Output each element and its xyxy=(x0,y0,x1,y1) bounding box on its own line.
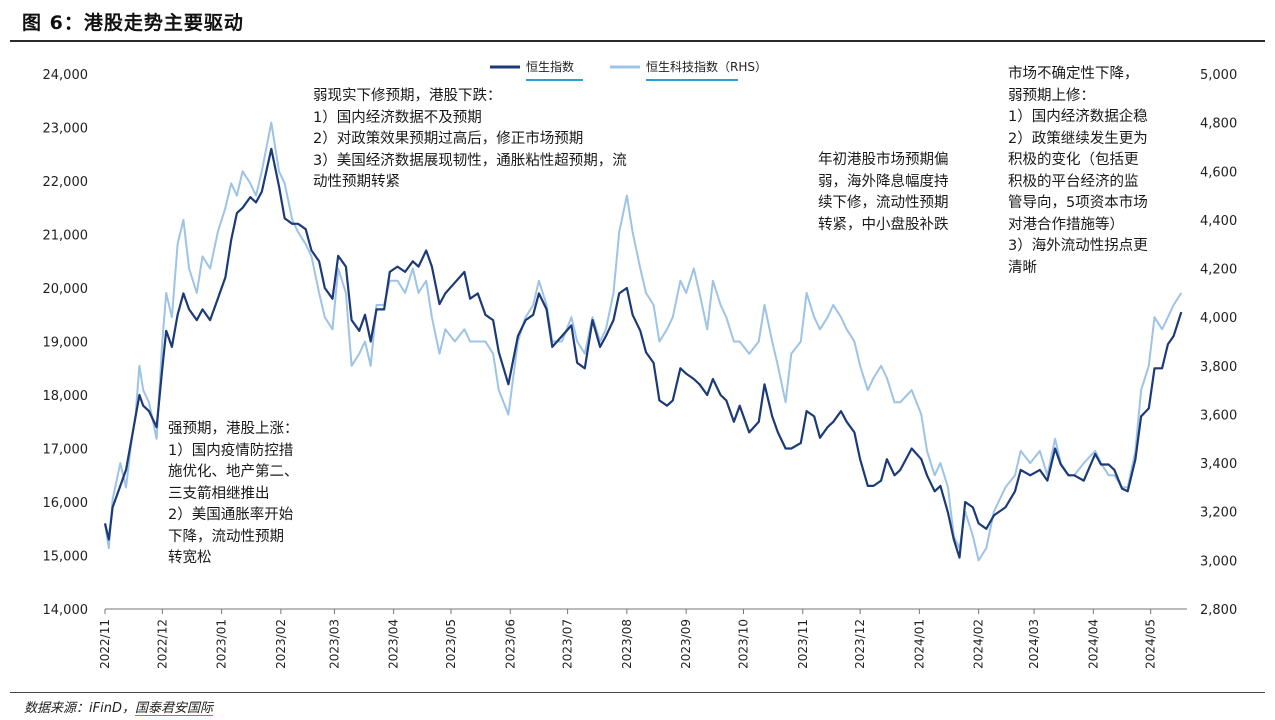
annotation-weak-expectation: 弱现实下修预期，港股下跌： 1）国内经济数据不及预期 2）对政策效果预期过高后，修正… xyxy=(313,86,627,194)
annotation-line: 管导向，5项资本市场 xyxy=(1008,195,1148,211)
annotation-line: 年初港股市场预期偏 xyxy=(818,152,949,168)
annotation-line: 3）美国经济数据展现韧性，通胀粘性超预期，流 xyxy=(313,152,627,169)
annotation-line: 2）政策继续发生更为 xyxy=(1008,130,1148,147)
left-tick-label: 16,000 xyxy=(43,496,89,511)
right-tick-label: 4,200 xyxy=(1200,263,1237,278)
left-tick-label: 21,000 xyxy=(43,229,89,244)
x-tick-label: 2023/12 xyxy=(853,619,867,669)
x-tick-label: 2024/01 xyxy=(912,619,926,669)
x-tick-label: 2023/01 xyxy=(215,619,229,669)
series-line-hstech xyxy=(104,121,1183,562)
series-line-hsi xyxy=(103,147,1183,559)
x-tick-label: 2022/12 xyxy=(155,619,169,669)
annotation-line: 弱预期上修： xyxy=(1008,87,1095,104)
right-tick-label: 3,800 xyxy=(1200,360,1237,375)
x-tick-label: 2023/11 xyxy=(796,619,810,669)
annotation-line: 2）美国通胀率开始 xyxy=(168,507,294,523)
left-tick-label: 22,000 xyxy=(43,175,89,190)
legend-label-hsi: 恒生指数 xyxy=(526,59,574,74)
left-tick-label: 20,000 xyxy=(43,282,89,297)
right-tick-label: 3,000 xyxy=(1200,554,1237,569)
right-tick-label: 3,400 xyxy=(1200,457,1237,472)
x-tick-label: 2024/04 xyxy=(1086,619,1100,669)
right-tick-label: 3,600 xyxy=(1200,408,1237,423)
annotation-line: 2）对政策效果预期过高后，修正市场预期 xyxy=(313,131,584,147)
annotation-line: 三支箭相继推出 xyxy=(168,485,270,502)
annotation-line: 对港合作措施等） xyxy=(1008,216,1124,233)
chart: 14,000 15,000 16,000 17,000 18,000 19,000 20,0… xyxy=(43,59,1238,669)
right-tick-label: 3,200 xyxy=(1200,506,1237,521)
annotation-line: 3）海外流动性拐点更 xyxy=(1008,238,1148,254)
left-tick-label: 17,000 xyxy=(43,443,89,458)
right-tick-label: 4,400 xyxy=(1200,214,1237,229)
legend-label-hstech: 恒生科技指数（RHS） xyxy=(646,59,767,74)
annotation-early-2024: 年初港股市场预期偏 弱，海外降息幅度持 续下修，流动性预期 转紧，中小盘股补跌 xyxy=(818,150,949,236)
right-tick-label: 4,800 xyxy=(1200,117,1237,132)
annotation-strong-expectation: 强预期，港股上涨： 1）国内疫情防控措 施优化、地产第二、 三支箭相继推出 2）美国通胀… xyxy=(168,419,299,570)
annotation-line: 续下修，流动性预期 xyxy=(818,195,949,211)
x-tick-label: 2024/03 xyxy=(1027,619,1041,669)
annotation-line: 积极的平台经济的监 xyxy=(1008,173,1139,190)
x-tick-label: 2023/03 xyxy=(327,619,341,669)
left-tick-label: 18,000 xyxy=(43,389,89,404)
annotation-line: 弱现实下修预期，港股下跌： xyxy=(313,88,502,104)
annotation-line: 1）国内经济数据不及预期 xyxy=(313,109,482,126)
left-tick-label: 24,000 xyxy=(43,68,89,83)
x-tick-label: 2023/09 xyxy=(679,619,693,669)
x-tick-label: 2023/07 xyxy=(561,619,575,669)
annotation-line: 下降，流动性预期 xyxy=(168,528,284,545)
annotation-line: 弱，海外降息幅度持 xyxy=(818,173,949,190)
right-axis-ticks: 2,800 3,000 3,200 3,400 3,600 3,800 4,000 4,200… xyxy=(1200,68,1237,618)
right-tick-label: 4,600 xyxy=(1200,165,1237,180)
annotation-line: 积极的变化（包括更 xyxy=(1008,152,1139,168)
figure-title: 图 6：港股走势主要驱动 xyxy=(22,12,244,34)
right-tick-label: 2,800 xyxy=(1200,603,1237,618)
left-tick-label: 19,000 xyxy=(43,336,89,351)
x-tick-label: 2023/08 xyxy=(620,619,634,669)
x-axis-ticks: 2022/11 2022/12 2023/01 2023/02 2023/03 2023/… xyxy=(98,609,1158,669)
annotation-line: 动性预期转紧 xyxy=(313,174,400,190)
source-label: 数据来源：iFinD， xyxy=(24,701,135,716)
annotation-line: 1）国内疫情防控措 xyxy=(168,442,294,459)
annotation-line: 清晰 xyxy=(1008,259,1037,276)
annotation-line: 转宽松 xyxy=(168,550,212,566)
right-tick-label: 5,000 xyxy=(1200,68,1237,83)
annotation-uncertainty-down: 市场不确定性下降， 弱预期上修： 1）国内经济数据企稳 2）政策继续发生更为 积极的变化… xyxy=(1008,64,1148,279)
right-tick-label: 4,000 xyxy=(1200,311,1237,326)
source-org: 国泰君安国际 xyxy=(134,701,213,716)
source-rule xyxy=(10,692,1265,693)
legend: 恒生指数 恒生科技指数（RHS） xyxy=(490,59,767,81)
x-tick-label: 2023/02 xyxy=(274,619,288,669)
x-tick-label: 2023/04 xyxy=(387,619,401,669)
annotation-line: 转紧，中小盘股补跌 xyxy=(818,216,949,233)
left-tick-label: 15,000 xyxy=(43,550,89,565)
annotation-line: 强预期，港股上涨： xyxy=(168,421,299,437)
x-tick-label: 2022/11 xyxy=(98,619,112,669)
left-axis-ticks: 14,000 15,000 16,000 17,000 18,000 19,000 20,0… xyxy=(43,68,89,618)
left-tick-label: 23,000 xyxy=(43,122,89,137)
annotation-line: 施优化、地产第二、 xyxy=(168,464,299,480)
x-tick-label: 2023/06 xyxy=(503,619,517,669)
title-rule xyxy=(10,40,1265,42)
x-tick-label: 2024/05 xyxy=(1144,619,1158,669)
series-layer xyxy=(103,121,1183,562)
annotation-line: 市场不确定性下降， xyxy=(1008,66,1139,82)
x-tick-label: 2023/05 xyxy=(444,619,458,669)
left-tick-label: 14,000 xyxy=(43,603,89,618)
x-tick-label: 2023/10 xyxy=(736,619,750,669)
source-line: 数据来源：iFinD，国泰君安国际 xyxy=(24,697,213,716)
annotation-line: 1）国内经济数据企稳 xyxy=(1008,109,1148,125)
x-tick-label: 2024/02 xyxy=(972,619,986,669)
